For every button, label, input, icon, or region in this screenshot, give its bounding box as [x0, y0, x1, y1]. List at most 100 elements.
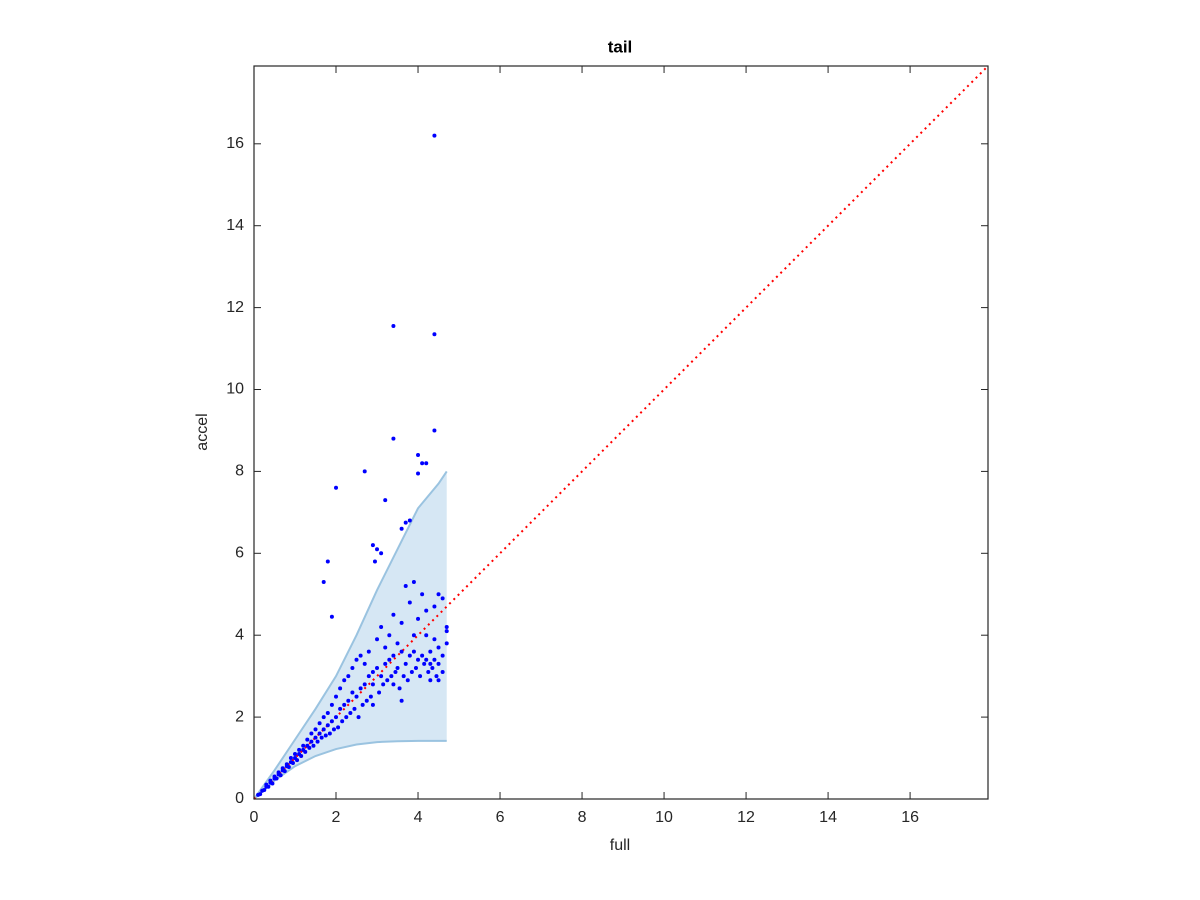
- point: [317, 731, 322, 736]
- y-tick-label: 0: [235, 790, 244, 807]
- point: [358, 686, 363, 691]
- point: [432, 637, 437, 642]
- point: [366, 649, 371, 654]
- point: [383, 661, 388, 666]
- point: [411, 633, 416, 638]
- point: [424, 633, 429, 638]
- y-tick-label: 10: [226, 381, 244, 398]
- point: [323, 733, 328, 738]
- point: [424, 608, 429, 613]
- point: [354, 694, 359, 699]
- point: [334, 715, 339, 720]
- point: [399, 526, 404, 531]
- point: [399, 698, 404, 703]
- point: [321, 579, 326, 584]
- point: [346, 698, 351, 703]
- point: [428, 678, 433, 683]
- point: [325, 559, 330, 564]
- reference-line: [253, 65, 989, 800]
- point: [407, 653, 412, 658]
- point: [356, 715, 361, 720]
- point: [387, 633, 392, 638]
- point: [444, 625, 449, 630]
- point: [411, 649, 416, 654]
- point: [377, 690, 382, 695]
- point: [385, 678, 390, 683]
- point: [399, 649, 404, 654]
- point: [276, 770, 281, 775]
- point: [379, 551, 384, 556]
- point: [297, 747, 302, 752]
- point: [321, 727, 326, 732]
- point: [381, 682, 386, 687]
- y-tick-label: 16: [226, 135, 244, 152]
- x-tick-label: 12: [737, 809, 755, 826]
- point: [331, 727, 336, 732]
- point: [360, 702, 365, 707]
- point: [372, 559, 377, 564]
- point: [317, 721, 322, 726]
- chart-title: tail: [608, 37, 633, 56]
- point: [393, 670, 398, 675]
- point: [416, 453, 421, 458]
- point: [420, 653, 425, 658]
- point: [270, 781, 275, 786]
- point: [436, 661, 441, 666]
- point: [375, 665, 380, 670]
- point: [301, 743, 306, 748]
- point: [278, 773, 283, 778]
- y-tick-label: 4: [235, 626, 244, 643]
- point: [262, 787, 267, 792]
- point: [395, 641, 400, 646]
- point: [383, 645, 388, 650]
- point: [379, 625, 384, 630]
- point: [319, 735, 324, 740]
- point: [299, 754, 304, 759]
- point: [342, 702, 347, 707]
- point: [401, 674, 406, 679]
- point: [420, 592, 425, 597]
- point: [358, 653, 363, 658]
- point: [430, 665, 435, 670]
- x-tick-label: 4: [414, 809, 423, 826]
- point: [432, 332, 437, 337]
- point: [303, 749, 308, 754]
- point: [432, 657, 437, 662]
- point: [295, 758, 300, 763]
- point: [422, 661, 427, 666]
- point: [407, 600, 412, 605]
- point: [362, 661, 367, 666]
- point: [366, 674, 371, 679]
- band-fill: [254, 471, 447, 799]
- y-tick-label: 12: [226, 299, 244, 316]
- point: [346, 674, 351, 679]
- point: [428, 649, 433, 654]
- point: [305, 737, 310, 742]
- point: [338, 686, 343, 691]
- point: [413, 665, 418, 670]
- point: [370, 702, 375, 707]
- y-tick-label: 8: [235, 463, 244, 480]
- x-tick-label: 16: [901, 809, 919, 826]
- point: [352, 706, 357, 711]
- point: [329, 719, 334, 724]
- point: [293, 751, 298, 756]
- point: [436, 645, 441, 650]
- point: [274, 776, 279, 781]
- point: [266, 784, 271, 789]
- point: [354, 657, 359, 662]
- point: [411, 579, 416, 584]
- point: [325, 723, 330, 728]
- point: [403, 661, 408, 666]
- point: [321, 715, 326, 720]
- point: [313, 735, 318, 740]
- point: [391, 682, 396, 687]
- point: [375, 547, 380, 552]
- point: [329, 614, 334, 619]
- point: [424, 657, 429, 662]
- point: [327, 731, 332, 736]
- point: [370, 682, 375, 687]
- point: [399, 620, 404, 625]
- point: [362, 682, 367, 687]
